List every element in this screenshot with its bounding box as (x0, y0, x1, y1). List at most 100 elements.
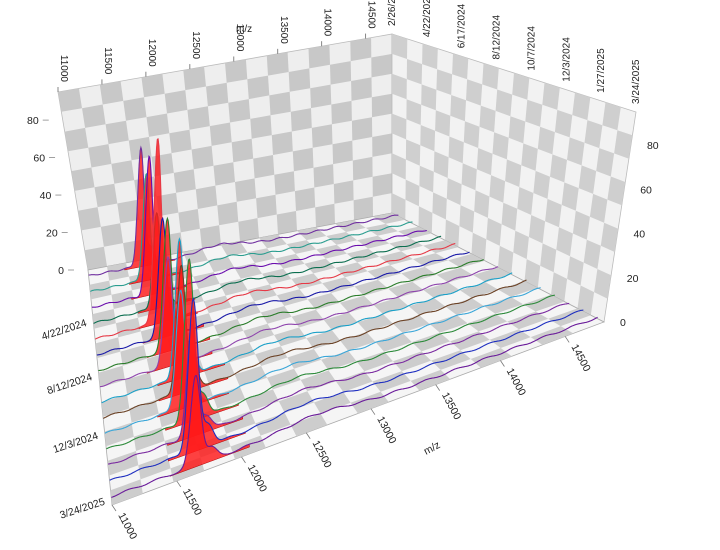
side-wall-cell (435, 110, 451, 137)
series-13 (109, 297, 584, 481)
back-wall-cell (151, 153, 174, 177)
back-wall-cell (290, 108, 312, 132)
right-y-tick-label: 60 (640, 184, 652, 196)
floor-cell (290, 413, 328, 437)
front-x-tick-label: 14000 (504, 366, 528, 398)
floor-cell (470, 348, 512, 368)
floor-cell (92, 309, 116, 329)
side-wall-cell (594, 269, 612, 299)
floor-cell (207, 256, 235, 273)
front-x-tick-label: 14500 (569, 342, 593, 374)
back-wall-cell (352, 156, 373, 181)
back-wall-cell (294, 187, 316, 211)
floor-cell (321, 350, 357, 371)
series-line (98, 216, 484, 372)
side-wall-cell (495, 89, 513, 117)
back-wall-cell (173, 169, 196, 193)
back-wall-cell (71, 167, 95, 191)
side-wall-cell (392, 153, 406, 180)
top-x-tick-label: 13500 (278, 16, 289, 44)
back-wall-cell (269, 91, 291, 116)
floor-cell (307, 293, 340, 310)
side-wall-cell (528, 215, 546, 244)
top-date-tick-label: 4/22/2024 (422, 0, 433, 37)
side-wall-cell (508, 116, 526, 144)
side-wall-cell (492, 132, 509, 160)
floor-cell (372, 371, 411, 392)
side-wall-cell (578, 165, 597, 194)
back-wall-cell (141, 73, 165, 98)
side-wall-cell (476, 148, 493, 176)
floor-cell (104, 422, 134, 447)
back-wall-cell (313, 164, 334, 188)
front-x-tick-label: 13000 (374, 414, 398, 446)
floor-cell (340, 332, 376, 351)
back-wall-cell (84, 246, 107, 270)
back-wall-cell (253, 155, 275, 179)
series-line (88, 145, 399, 276)
top-date-tick-label: 10/7/2024 (526, 26, 537, 71)
series-line (90, 172, 413, 292)
floor-cell (356, 351, 393, 372)
floor-cell (203, 362, 235, 383)
floor-cell (393, 351, 432, 372)
side-wall-cell (448, 136, 464, 164)
floor-cell (260, 306, 292, 324)
floor-cell (335, 371, 373, 392)
floor-cell (354, 279, 389, 296)
right-y-tick-label: 80 (647, 140, 659, 152)
side-wall-cell (602, 102, 621, 131)
series-line (96, 216, 470, 356)
back-wall-cell (371, 93, 392, 118)
floor-cell (489, 329, 531, 348)
back-wall-cell (78, 207, 101, 231)
floor-cell (467, 313, 508, 332)
front-x-tick (500, 360, 505, 367)
side-wall-cell (584, 120, 603, 149)
floor-cell (300, 370, 336, 392)
left-y-tick-label: 40 (40, 190, 52, 202)
side-wall-cell (422, 43, 438, 70)
floor-cell (429, 314, 468, 333)
back-wall-cell (266, 52, 289, 76)
side-wall-cell (421, 84, 437, 111)
top-x-tick-label: 11500 (102, 47, 113, 75)
back-wall-cell (82, 104, 106, 128)
floor-cell (212, 386, 246, 409)
back-wall-cell (311, 124, 333, 148)
top-x-tick-label: 11000 (58, 55, 69, 83)
back-wall-cell (100, 223, 124, 247)
side-wall-cell (405, 179, 420, 207)
floor-cell (245, 389, 279, 412)
series-line (111, 316, 598, 498)
series-line (101, 237, 513, 404)
floor-cell (408, 298, 446, 316)
series-line (107, 302, 570, 465)
floor-cell (110, 479, 143, 505)
side-wall-cell (589, 193, 608, 223)
side-wall-cell (521, 143, 538, 171)
side-wall-cell (542, 82, 560, 110)
side-wall-cell (551, 272, 568, 302)
floor-cell (291, 273, 323, 290)
floor-cell (234, 366, 267, 387)
side-wall-cell (533, 170, 550, 199)
floor-cell (411, 332, 451, 352)
floor-cell (95, 337, 121, 359)
side-wall-cell (567, 256, 584, 286)
floor-cell (111, 290, 135, 309)
floor-cell (133, 427, 165, 451)
front-x-tick (176, 480, 182, 488)
back-wall-cell (315, 203, 335, 228)
front-x-tick (564, 336, 570, 343)
side-wall-cell (556, 227, 573, 257)
back-wall-cell (209, 122, 232, 146)
front-x-tick (305, 432, 311, 439)
side-wall-cell (418, 206, 433, 234)
floor-cell (219, 278, 248, 296)
floor-cell (98, 365, 125, 388)
right-y-tick-label: 0 (620, 317, 626, 329)
side-wall-cell (420, 125, 436, 152)
back-wall-cell (238, 218, 259, 242)
back-wall-cell (331, 100, 352, 125)
